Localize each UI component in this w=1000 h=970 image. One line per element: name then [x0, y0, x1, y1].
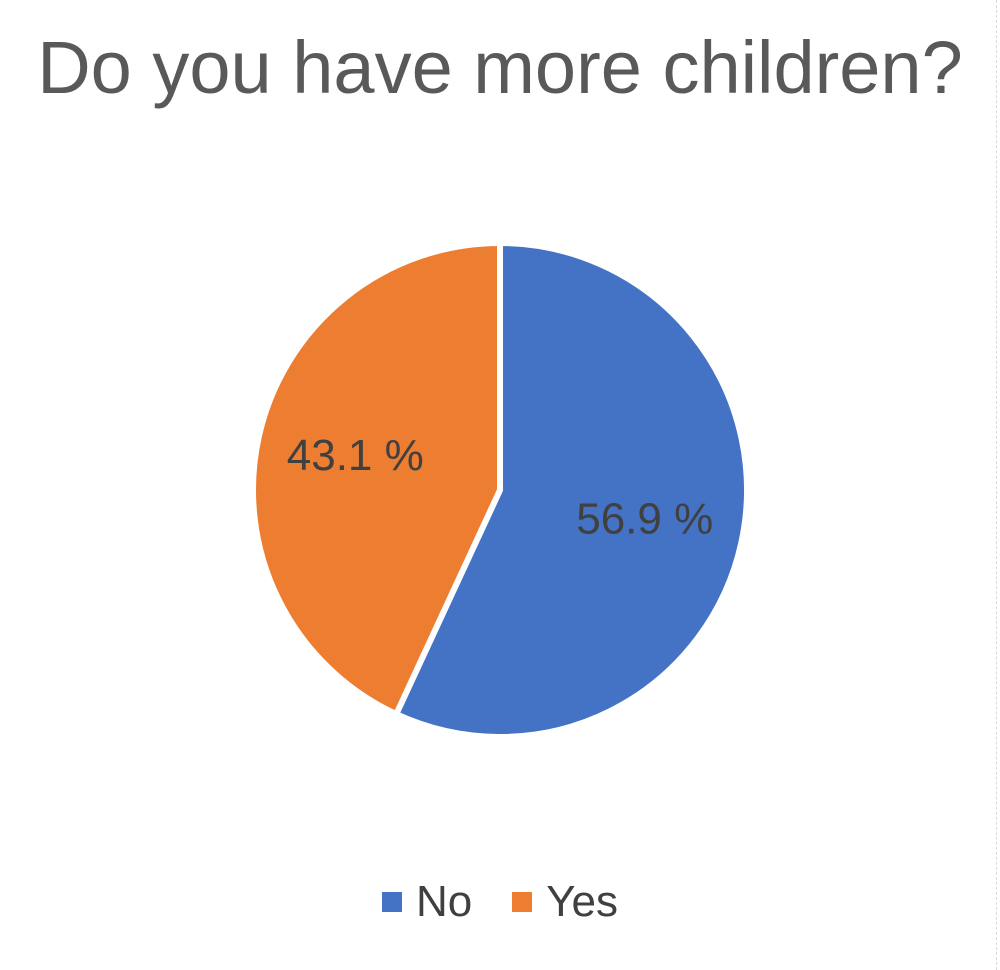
chart-title: Do you have more children?	[37, 26, 963, 109]
legend-swatch-no	[381, 892, 402, 912]
data-label-no: 56.9 %	[576, 494, 713, 543]
pie-slice-no[interactable]	[393, 240, 750, 740]
legend-swatch-yes	[512, 892, 533, 912]
legend-label-yes: Yes	[546, 877, 619, 926]
legend-item-no[interactable]: No	[381, 872, 473, 932]
legend: No Yes	[0, 872, 1000, 932]
pie-slice-yes[interactable]	[250, 240, 503, 718]
legend-item-yes[interactable]: Yes	[512, 872, 618, 932]
legend-label-no: No	[415, 877, 473, 926]
data-label-yes: 43.1 %	[287, 431, 424, 480]
chart-border	[996, 0, 997, 970]
